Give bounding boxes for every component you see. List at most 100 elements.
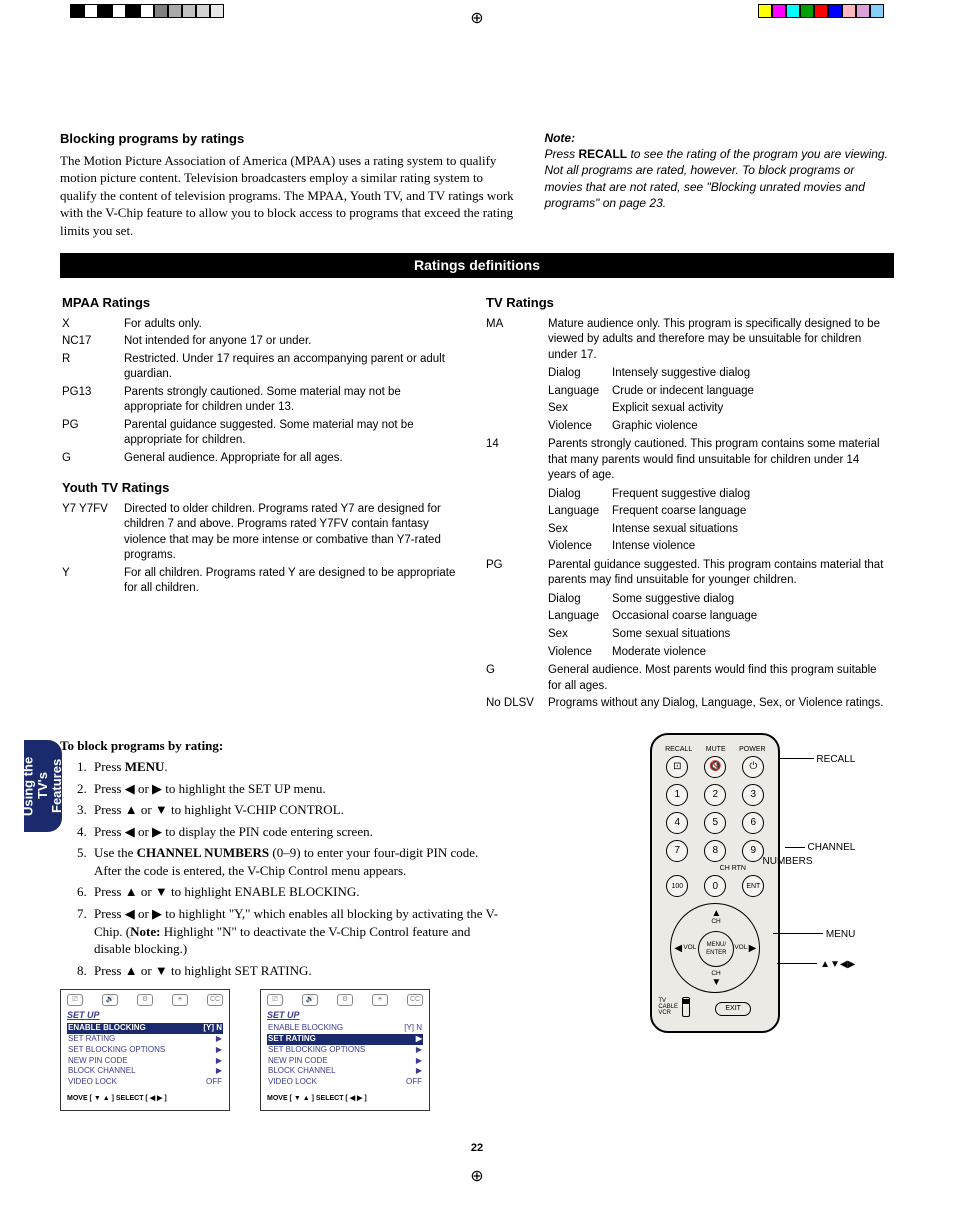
rating-desc: For all children. Programs rated Y are d…	[124, 565, 468, 598]
rating-code: No DLSV	[486, 695, 548, 713]
num-button-0[interactable]: 0	[704, 875, 726, 897]
osd-icon: CC	[207, 994, 223, 1006]
table-row: LanguageCrude or indecent language	[548, 383, 886, 401]
num-button-3[interactable]: 3	[742, 784, 764, 806]
exit-button[interactable]: EXIT	[715, 1002, 751, 1016]
rating-code: PG	[486, 557, 548, 590]
sub-desc: Moderate violence	[612, 644, 886, 662]
sub-desc: Occasional coarse language	[612, 608, 886, 626]
rating-code: G	[486, 662, 548, 695]
num-button-ENT[interactable]: ENT	[742, 875, 764, 897]
rating-desc: General audience. Most parents would fin…	[548, 662, 892, 695]
osd-title: SET UP	[67, 1009, 223, 1021]
table-row: LanguageOccasional coarse language	[548, 608, 886, 626]
osd-row: SET RATING▶	[67, 1034, 223, 1045]
dpad[interactable]: ▲ ▼ ◀ ▶ CH CH VOL VOL MENU/ ENTER	[670, 903, 760, 993]
dpad-ch-up: CH	[711, 918, 720, 927]
osd-row: ENABLE BLOCKING[Y] N	[67, 1023, 223, 1034]
osd-row: BLOCK CHANNEL▶	[67, 1066, 223, 1077]
instructions: To block programs by rating: Press MENU.…	[60, 737, 507, 980]
num-button-7[interactable]: 7	[666, 840, 688, 862]
osd-icon: ⚙	[337, 994, 353, 1006]
sub-code: Sex	[548, 400, 612, 418]
num-button-6[interactable]: 6	[742, 812, 764, 834]
sub-code: Violence	[548, 644, 612, 662]
callout-channel-text: CHANNEL NUMBERS	[763, 842, 856, 867]
sub-code: Sex	[548, 521, 612, 539]
table-row: GGeneral audience. Appropriate for all a…	[62, 450, 468, 468]
rating-desc: Parents strongly cautioned. This program…	[548, 436, 892, 485]
osd-icon: 🔊	[102, 994, 118, 1006]
remote-wrap: RECALL MUTE POWER ⊡ 🔇 ⏻ 123456789 CH RTN…	[575, 733, 855, 1034]
section-title: Blocking programs by ratings	[60, 130, 514, 148]
osd-row: ENABLE BLOCKING[Y] N	[267, 1023, 423, 1034]
sub-desc: Frequent suggestive dialog	[612, 486, 886, 504]
sub-code: Dialog	[548, 591, 612, 609]
rating-desc: Parental guidance suggested. This progra…	[548, 557, 892, 590]
table-row: DialogSome suggestive dialogLanguageOcca…	[486, 590, 892, 662]
num-button-5[interactable]: 5	[704, 812, 726, 834]
list-item: Press MENU.	[90, 758, 507, 776]
num-button-8[interactable]: 8	[704, 840, 726, 862]
sub-code: Dialog	[548, 486, 612, 504]
tv-title: TV Ratings	[486, 294, 892, 312]
table-row: No DLSVPrograms without any Dialog, Lang…	[486, 695, 892, 713]
ratings-right-col: TV Ratings MAMature audience only. This …	[486, 288, 892, 712]
table-row: ViolenceModerate violence	[548, 644, 886, 662]
rating-code: Y7 Y7FV	[62, 501, 124, 565]
osd-icon: 🔊	[302, 994, 318, 1006]
rating-code: Y	[62, 565, 124, 598]
num-button-2[interactable]: 2	[704, 784, 726, 806]
remote-label-power: POWER	[739, 745, 765, 754]
ratings-left-col: MPAA Ratings XFor adults only.NC17Not in…	[62, 288, 468, 712]
recall-button[interactable]: ⊡	[666, 756, 688, 778]
table-row: PGParental guidance suggested. Some mate…	[62, 417, 468, 450]
reg-center-bottom: ⊕	[470, 1166, 483, 1188]
table-row: ViolenceGraphic violence	[548, 418, 886, 436]
sub-table: DialogSome suggestive dialogLanguageOcca…	[548, 591, 886, 661]
sub-desc: Intense violence	[612, 538, 886, 556]
remote-label-mute: MUTE	[706, 745, 726, 754]
table-row: DialogIntensely suggestive dialog	[548, 365, 886, 383]
table-row: GGeneral audience. Most parents would fi…	[486, 662, 892, 695]
rating-code: G	[62, 450, 124, 468]
callout-recall: RECALL	[778, 753, 856, 767]
table-row: XFor adults only.	[62, 316, 468, 334]
mute-button[interactable]: 🔇	[704, 756, 726, 778]
num-button-4[interactable]: 4	[666, 812, 688, 834]
rating-code: PG13	[62, 384, 124, 417]
table-row: SexIntense sexual situations	[548, 521, 886, 539]
num-button-100[interactable]: 100	[666, 875, 688, 897]
table-row: DialogIntensely suggestive dialogLanguag…	[486, 364, 892, 436]
callout-arrows: ▲▼◀▶	[777, 958, 855, 972]
section-tab-line2: Features	[50, 746, 64, 826]
sub-desc: Crude or indecent language	[612, 383, 886, 401]
num-button-9[interactable]: 9	[742, 840, 764, 862]
osd-row: NEW PIN CODE▶	[267, 1056, 423, 1067]
reg-colorbar-left	[70, 4, 224, 18]
table-row: NC17Not intended for anyone 17 or under.	[62, 333, 468, 351]
num-button-1[interactable]: 1	[666, 784, 688, 806]
osd-icon: ☀	[372, 994, 388, 1006]
callout-channel: CHANNEL NUMBERS	[763, 828, 856, 882]
sub-code: Language	[548, 383, 612, 401]
table-row: PG13Parents strongly cautioned. Some mat…	[62, 384, 468, 417]
sub-desc: Some sexual situations	[612, 626, 886, 644]
reg-colorbar-right	[758, 4, 884, 18]
osd-icon: CC	[407, 994, 423, 1006]
dpad-center-1: MENU/	[707, 941, 726, 949]
rating-desc: Not intended for anyone 17 or under.	[124, 333, 468, 351]
menu-enter-button[interactable]: MENU/ ENTER	[698, 931, 734, 967]
dpad-vol-left: VOL	[683, 944, 696, 953]
sub-desc: Frequent coarse language	[612, 503, 886, 521]
osd-row: VIDEO LOCKOFF	[267, 1077, 423, 1088]
table-row: PGParental guidance suggested. This prog…	[486, 557, 892, 590]
osd-footer: MOVE [ ▼ ▲ ] SELECT [ ◀ ▶ ]	[267, 1094, 423, 1103]
callout-recall-text: RECALL	[816, 754, 855, 765]
list-item: Press ▲ or ▼ to highlight ENABLE BLOCKIN…	[90, 883, 507, 901]
osd-icon: ⎚	[267, 994, 283, 1006]
table-row: LanguageFrequent coarse language	[548, 503, 886, 521]
sub-desc: Explicit sexual activity	[612, 400, 886, 418]
power-button[interactable]: ⏻	[742, 756, 764, 778]
input-switch[interactable]	[682, 997, 690, 1017]
